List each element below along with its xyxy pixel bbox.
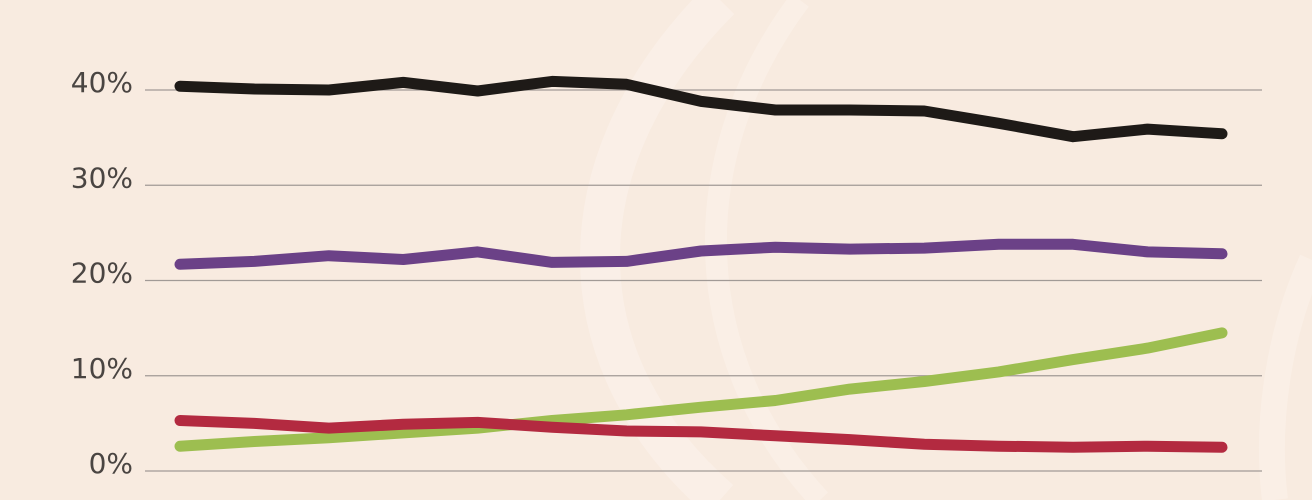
y-tick-label: 0% xyxy=(89,447,133,480)
y-tick-label: 40% xyxy=(71,66,133,99)
y-axis-tick-labels: 0% 10% 20% 30% 40% xyxy=(71,66,133,480)
series-line-2 xyxy=(174,238,1228,270)
series-line-3 xyxy=(174,327,1228,452)
series-lines xyxy=(174,75,1228,453)
y-tick-label: 10% xyxy=(71,352,133,385)
series-line-4 xyxy=(174,415,1228,453)
y-tick-label: 20% xyxy=(71,257,133,290)
series-line-1 xyxy=(174,75,1228,143)
y-gridlines xyxy=(145,89,1262,472)
y-tick-label: 30% xyxy=(71,161,133,194)
